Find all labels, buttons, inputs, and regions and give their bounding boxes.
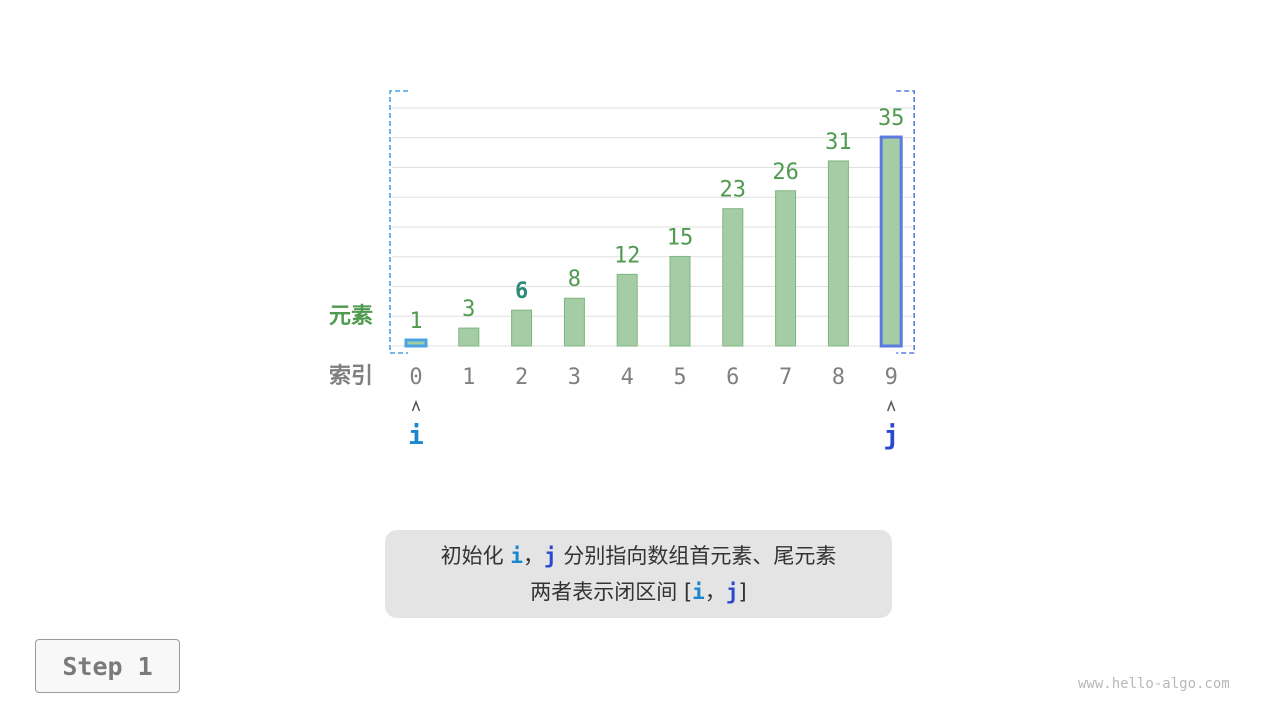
index-label-6: 6 xyxy=(726,365,739,390)
bar-0 xyxy=(404,338,428,348)
caption-line-1: 初始化 i，j 分别指向数组首元素、尾元素 xyxy=(440,544,837,568)
pointer-i-label: i xyxy=(408,421,424,451)
interval-left-bracket xyxy=(389,90,408,354)
index-label-0: 0 xyxy=(409,365,422,390)
step-caption: 初始化 i，j 分别指向数组首元素、尾元素 两者表示闭区间 [i，j] xyxy=(385,530,892,618)
bar-4 xyxy=(616,273,638,347)
value-label-5: 15 xyxy=(667,225,694,250)
gridlines xyxy=(392,107,912,347)
index-label-9: 9 xyxy=(885,365,898,390)
bar-8 xyxy=(827,160,849,347)
index-label-8: 8 xyxy=(832,365,845,390)
index-label-1: 1 xyxy=(462,365,475,390)
bar-1 xyxy=(458,327,480,347)
values-row-label: 元素 xyxy=(329,303,373,329)
pointer-i-arrow-icon xyxy=(411,399,421,412)
value-label-6: 23 xyxy=(720,178,747,203)
bar-6 xyxy=(722,208,744,347)
caption-line-2: 两者表示闭区间 [i，j] xyxy=(530,580,747,604)
value-label-0: 1 xyxy=(409,309,422,334)
value-label-7: 26 xyxy=(772,160,799,185)
bar-9 xyxy=(879,135,903,348)
index-label-2: 2 xyxy=(515,365,528,390)
value-label-8: 31 xyxy=(825,130,852,155)
value-label-4: 12 xyxy=(614,243,641,268)
caption-j: j xyxy=(544,544,557,568)
step-button[interactable]: Step 1 xyxy=(35,639,180,693)
value-label-9: 35 xyxy=(878,106,905,131)
pointer-j-label: j xyxy=(883,421,899,451)
value-label-3: 8 xyxy=(568,267,581,292)
bar-7 xyxy=(775,190,797,347)
indices-row-label: 索引 xyxy=(329,364,373,389)
caption-i: i xyxy=(510,544,523,568)
interval-right-bracket xyxy=(896,90,915,354)
bar-2 xyxy=(511,309,533,347)
bar-5 xyxy=(669,255,691,347)
interval-brackets xyxy=(389,90,915,354)
pointer-j-arrow-icon xyxy=(887,399,896,412)
index-label-5: 5 xyxy=(673,365,686,390)
value-label-2: 6 xyxy=(515,279,528,304)
index-label-4: 4 xyxy=(621,365,634,390)
index-label-3: 3 xyxy=(568,365,581,390)
bars xyxy=(404,135,903,348)
index-label-7: 7 xyxy=(779,365,792,390)
footer-url: www.hello-algo.com xyxy=(1078,676,1230,692)
value-label-1: 3 xyxy=(462,297,475,322)
bar-3 xyxy=(563,297,585,347)
